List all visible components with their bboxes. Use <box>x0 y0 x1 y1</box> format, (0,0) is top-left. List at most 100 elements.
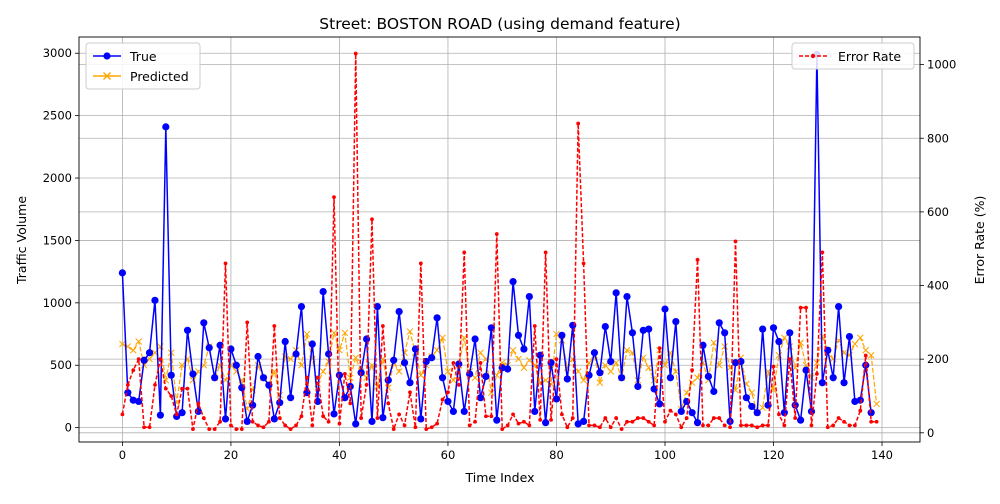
data-point-error-rate <box>473 419 477 424</box>
data-point-error-rate <box>131 368 136 373</box>
data-point-true <box>135 397 143 406</box>
data-point-error-rate <box>191 427 195 432</box>
data-point-error-rate <box>679 425 684 430</box>
data-point-predicted <box>515 355 522 363</box>
data-point-error-rate <box>798 305 803 310</box>
data-point-predicted <box>688 379 696 387</box>
data-point-error-rate <box>408 390 412 395</box>
x-tick-label: 100 <box>654 448 676 462</box>
y-tick-label-right: 800 <box>927 131 949 145</box>
data-point-error-rate <box>299 414 304 419</box>
data-point-predicted <box>509 346 517 354</box>
data-point-true <box>140 356 148 364</box>
data-point-predicted <box>129 346 137 354</box>
data-point-true <box>297 302 306 311</box>
y-axis-label-right: Error Rate (%) <box>972 196 987 285</box>
data-point-error-rate <box>581 261 586 266</box>
data-point-true <box>433 314 441 322</box>
data-point-true <box>504 365 512 373</box>
x-tick-label: 40 <box>332 448 347 462</box>
data-point-error-rate <box>815 371 819 376</box>
data-point-predicted <box>346 374 354 382</box>
data-point-error-rate <box>180 386 184 391</box>
data-point-predicted <box>623 346 631 354</box>
legend-predicted-marker <box>103 72 111 80</box>
data-point-error-rate <box>543 250 548 255</box>
data-point-error-rate <box>500 427 505 432</box>
data-point-error-rate <box>782 423 787 428</box>
data-point-predicted <box>715 361 723 369</box>
data-point-true <box>628 329 637 337</box>
y-tick-label-left: 1000 <box>43 296 72 310</box>
data-point-error-rate <box>185 386 190 391</box>
data-point-error-rate <box>554 357 559 362</box>
data-point-error-rate <box>576 121 581 126</box>
data-point-true <box>444 397 452 406</box>
data-point-error-rate <box>310 423 315 428</box>
data-point-predicted <box>119 340 126 348</box>
data-point-predicted <box>781 334 788 342</box>
data-point-true <box>753 409 761 417</box>
data-point-error-rate <box>429 425 434 430</box>
data-point-true <box>205 344 213 352</box>
data-point-predicted <box>439 334 446 342</box>
data-point-error-rate <box>625 419 629 424</box>
data-point-true <box>542 419 550 427</box>
data-point-predicted <box>433 346 441 354</box>
legend-true-marker <box>103 52 111 60</box>
data-point-true <box>335 371 344 379</box>
data-point-true <box>362 335 371 343</box>
data-point-error-rate <box>169 394 174 398</box>
legend-left: True Predicted <box>85 42 201 90</box>
data-point-error-rate <box>304 375 309 380</box>
data-point-true <box>769 324 778 332</box>
data-point-true <box>118 269 127 277</box>
data-point-true <box>455 360 463 368</box>
y-tick-label-left: 3000 <box>43 46 72 60</box>
data-point-true <box>699 341 707 349</box>
y-tick-label-left: 2000 <box>43 171 72 185</box>
data-point-true <box>292 350 300 358</box>
data-point-predicted <box>601 361 609 369</box>
data-point-error-rate <box>847 423 852 428</box>
data-point-error-rate <box>315 375 320 380</box>
data-point-error-rate <box>380 324 385 328</box>
data-point-error-rate <box>874 419 879 424</box>
data-point-true <box>308 340 316 348</box>
y-tick-label-right: 0 <box>927 426 934 440</box>
data-point-error-rate <box>456 383 461 387</box>
data-point-true <box>178 409 186 417</box>
data-point-predicted <box>574 368 582 375</box>
data-point-predicted <box>862 346 870 354</box>
data-point-error-rate <box>744 423 749 428</box>
data-point-predicted <box>417 371 425 379</box>
data-point-error-rate <box>587 423 591 428</box>
data-point-predicted <box>352 354 360 362</box>
data-point-predicted <box>450 376 457 384</box>
data-point-error-rate <box>511 412 515 417</box>
legend-true-label: True <box>129 49 157 64</box>
data-point-true <box>715 319 723 327</box>
data-point-error-rate <box>869 419 874 424</box>
data-point-error-rate <box>375 416 380 420</box>
y-tick-label-left: 0 <box>65 421 72 435</box>
data-point-error-rate <box>793 416 798 420</box>
data-point-predicted <box>710 339 718 347</box>
data-point-error-rate <box>668 408 673 413</box>
data-point-error-rate <box>446 390 450 395</box>
data-point-true <box>623 292 631 301</box>
data-point-error-rate <box>218 419 222 424</box>
data-point-error-rate <box>559 412 564 417</box>
data-point-error-rate <box>326 419 331 424</box>
data-point-error-rate <box>597 425 602 430</box>
data-point-true <box>319 288 327 296</box>
data-point-predicted <box>873 400 880 408</box>
data-point-true <box>590 349 599 357</box>
data-point-true <box>151 296 159 304</box>
data-point-error-rate <box>467 423 472 428</box>
data-point-true <box>330 410 338 418</box>
data-point-true <box>270 415 278 423</box>
data-point-true <box>352 420 360 428</box>
data-point-predicted <box>813 359 821 367</box>
